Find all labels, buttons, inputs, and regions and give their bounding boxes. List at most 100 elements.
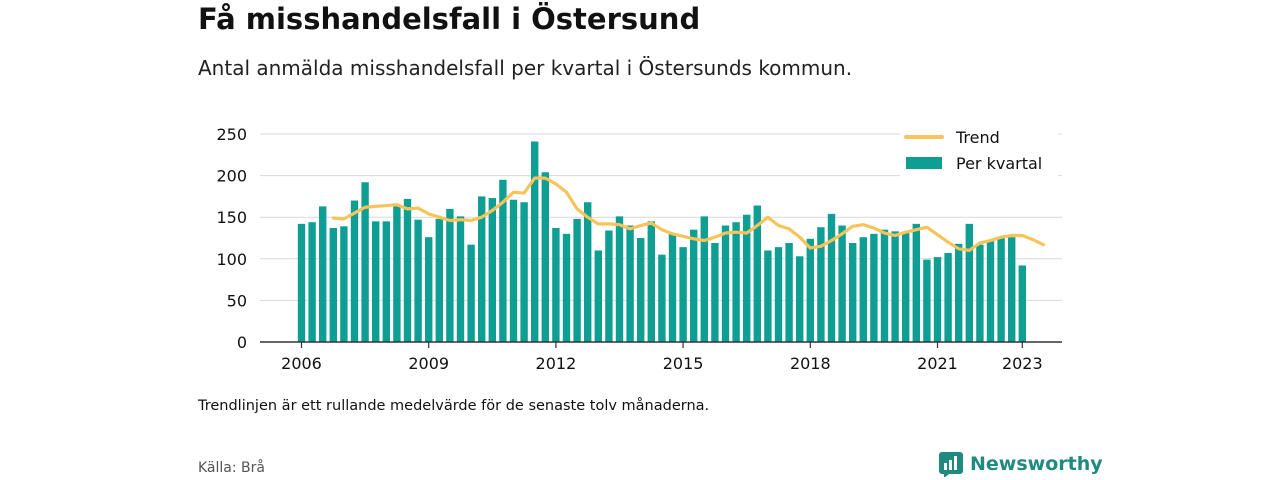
bar — [732, 222, 740, 342]
bar — [743, 214, 751, 342]
bar — [955, 243, 963, 342]
bar — [425, 237, 433, 342]
chart-subtitle: Antal anmälda misshandelsfall per kvarta… — [198, 56, 853, 80]
bar — [923, 259, 931, 342]
chart-title: Få misshandelsfall i Östersund — [198, 2, 701, 36]
bar — [308, 222, 316, 342]
bar — [965, 223, 973, 342]
bar — [372, 221, 380, 342]
bar — [329, 228, 337, 342]
y-tick-label: 200 — [216, 167, 247, 186]
bar — [870, 233, 878, 342]
trend-line — [331, 176, 1046, 253]
y-axis: 0 50 100 150 200 250 — [216, 125, 247, 352]
x-axis: 2006 2009 2012 2015 2018 2021 2023 — [260, 341, 1062, 373]
bar — [690, 229, 698, 342]
x-tick-label: 2009 — [408, 354, 449, 373]
bar — [1008, 237, 1016, 342]
legend-bar-label: Per kvartal — [956, 154, 1042, 173]
bar — [615, 216, 624, 342]
bar — [488, 198, 496, 342]
bar — [1018, 265, 1026, 342]
legend-bar-swatch — [906, 157, 942, 169]
bar — [562, 233, 571, 342]
bar — [509, 199, 518, 342]
bars — [297, 141, 1026, 342]
bar — [785, 242, 793, 342]
bar — [912, 223, 920, 342]
bar — [806, 238, 814, 342]
bar — [647, 221, 655, 342]
bar — [531, 141, 539, 342]
bar — [541, 172, 549, 342]
newsworthy-logo-icon — [939, 452, 963, 477]
y-tick-label: 250 — [216, 125, 247, 144]
bar — [573, 218, 581, 342]
bar — [796, 256, 804, 342]
bar — [467, 244, 475, 342]
bar — [933, 257, 942, 342]
legend-trend-label: Trend — [955, 128, 1000, 147]
chart: 0 50 100 150 200 250 2006 2009 2012 2015 2018 2021… — [216, 125, 1062, 373]
bar — [891, 231, 899, 342]
bar — [478, 196, 486, 342]
bar — [435, 218, 443, 342]
bar — [849, 242, 857, 342]
x-tick-label: 2015 — [663, 354, 704, 373]
bar — [297, 223, 306, 342]
bar — [817, 227, 825, 342]
bar — [838, 225, 846, 342]
brand-logo[interactable]: Newsworthy — [938, 451, 1103, 477]
bar — [393, 204, 401, 342]
bar — [361, 182, 369, 342]
bar — [403, 198, 412, 342]
brand-name: Newsworthy — [970, 453, 1103, 475]
bar — [902, 233, 910, 342]
x-tick-label: 2012 — [536, 354, 577, 373]
bar — [605, 230, 613, 342]
y-tick-label: 50 — [227, 291, 247, 310]
bar — [944, 252, 952, 342]
x-tick-label: 2018 — [790, 354, 831, 373]
bar — [340, 226, 348, 342]
bar — [764, 250, 772, 342]
y-tick-label: 100 — [216, 250, 247, 269]
bar — [626, 225, 634, 342]
bar — [658, 254, 666, 342]
bar — [594, 250, 602, 342]
bar — [382, 221, 390, 342]
bar — [637, 238, 645, 342]
bar — [976, 244, 984, 342]
legend: Trend Per kvartal — [900, 125, 1058, 183]
bar — [520, 202, 528, 342]
bar — [499, 179, 507, 342]
bar — [584, 202, 592, 342]
bar — [827, 213, 836, 342]
x-tick-label: 2006 — [281, 354, 322, 373]
bar — [711, 242, 719, 342]
bar — [679, 247, 687, 342]
source-label: Källa: Brå — [198, 460, 265, 476]
bar — [552, 228, 560, 342]
bar — [319, 206, 327, 342]
bar — [880, 229, 889, 342]
bar — [456, 216, 465, 342]
bar — [859, 237, 867, 342]
trend-series-line — [331, 176, 1046, 253]
x-tick-label: 2021 — [917, 354, 958, 373]
bar — [668, 233, 677, 342]
bar — [986, 241, 995, 342]
bar — [350, 200, 359, 342]
bar — [997, 237, 1005, 342]
bar — [414, 219, 422, 342]
x-tick-label: 2023 — [1002, 354, 1043, 373]
bar — [446, 208, 454, 342]
bar — [721, 225, 730, 342]
bar — [774, 247, 783, 342]
bar — [753, 205, 761, 342]
y-tick-label: 0 — [237, 333, 247, 352]
y-tick-label: 150 — [216, 208, 247, 227]
chart-note: Trendlinjen är ett rullande medelvärde f… — [198, 398, 710, 414]
legend-background — [900, 125, 1058, 183]
bar — [700, 216, 708, 342]
